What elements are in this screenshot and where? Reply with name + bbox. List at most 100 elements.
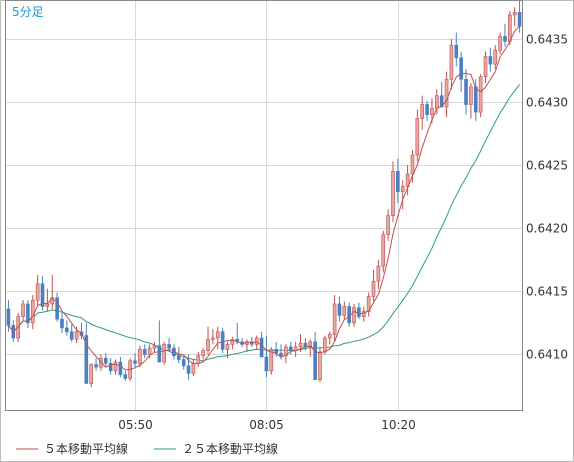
candle-down: [142, 349, 147, 355]
candle-up: [21, 303, 25, 317]
candle-down: [103, 357, 108, 364]
candle-down: [313, 341, 317, 381]
candle-up: [206, 339, 210, 351]
candle-down: [108, 362, 113, 372]
candle-down: [288, 346, 293, 351]
candle-up: [444, 78, 449, 108]
candle-down: [459, 57, 463, 80]
candle-down: [279, 352, 283, 357]
candle-up: [361, 311, 366, 317]
candle-down: [259, 337, 264, 358]
candle-up: [400, 186, 405, 192]
y-axis-labels: 0.6410 0.6415 0.6420 0.6425 0.6430 0.6435: [526, 33, 568, 362]
candle-up: [99, 357, 103, 368]
x-axis-labels: 05:50 08:05 10:20: [118, 418, 416, 432]
candle-up: [512, 12, 517, 16]
candle-up: [298, 342, 303, 348]
candle-up: [469, 86, 473, 105]
candle-up: [483, 56, 488, 78]
candle-up: [449, 44, 454, 80]
candle-up: [415, 118, 420, 156]
grid: [6, 1, 522, 410]
y-tick-label: 0.6425: [526, 159, 568, 173]
candle-up: [30, 299, 35, 324]
candle-up: [225, 344, 230, 350]
candle-down: [347, 306, 351, 324]
candle-up: [196, 355, 201, 364]
y-tick-label: 0.6435: [526, 33, 568, 47]
y-tick-label: 0.6415: [526, 285, 568, 299]
candle-up: [376, 265, 381, 282]
y-tick-label: 0.6410: [526, 348, 568, 362]
candles-group: [6, 1, 522, 388]
candle-down: [69, 331, 74, 340]
plot-border: [5, 0, 523, 411]
candle-up: [498, 36, 502, 51]
candle-up: [352, 307, 356, 324]
candle-down: [84, 335, 89, 384]
candle-up: [269, 349, 274, 372]
candle-up: [254, 337, 259, 345]
candle-up: [381, 234, 386, 267]
candle-up: [230, 339, 235, 345]
candle-down: [337, 303, 342, 316]
candle-down: [123, 374, 128, 379]
candle-up: [147, 347, 152, 355]
x-tick-label: 10:20: [381, 418, 416, 432]
candle-up: [162, 344, 167, 363]
candle-down: [6, 308, 11, 326]
candle-down: [167, 344, 171, 349]
ma5-line: [8, 25, 520, 371]
candle-down: [439, 95, 444, 108]
candle-down: [425, 104, 429, 115]
candle-down: [357, 307, 361, 317]
candle-up: [35, 283, 40, 301]
candle-down: [60, 318, 64, 329]
y-tick-label: 0.6430: [526, 96, 568, 110]
candle-down: [454, 44, 459, 59]
candle-down: [517, 12, 522, 27]
candle-down: [94, 364, 98, 368]
candle-up: [386, 215, 390, 235]
ma25-line-group: [8, 84, 521, 362]
candle-down: [473, 86, 478, 113]
candle-down: [264, 356, 269, 372]
candle-up: [435, 95, 439, 109]
candle-up: [410, 154, 415, 175]
candle-up: [430, 107, 434, 115]
candle-down: [274, 349, 278, 354]
candle-down: [55, 297, 59, 320]
candle-up: [45, 303, 50, 307]
candle-up: [201, 350, 205, 357]
candle-up: [420, 104, 425, 119]
candle-down: [40, 283, 45, 307]
x-tick-label: 08:05: [249, 418, 284, 432]
candle-up: [493, 49, 498, 65]
candle-down: [26, 303, 30, 324]
candle-down: [133, 360, 137, 364]
candle-down: [220, 331, 225, 350]
candle-up: [508, 14, 512, 42]
candle-up: [113, 361, 118, 372]
legend: ５本移動平均線 ２５本移動平均線: [16, 441, 278, 456]
candle-up: [478, 76, 483, 113]
candle-up: [332, 303, 337, 335]
candle-up: [323, 337, 327, 353]
candle-up: [191, 362, 196, 374]
candle-up: [50, 297, 55, 305]
candle-up: [74, 331, 79, 340]
ma25-line: [8, 84, 521, 362]
candle-up: [327, 333, 332, 339]
candle-down: [186, 365, 191, 374]
y-tick-label: 0.6420: [526, 222, 568, 236]
candle-down: [503, 36, 507, 42]
ma5-line-group: [8, 25, 520, 371]
candle-down: [488, 56, 493, 65]
legend-ma5-label: ５本移動平均線: [44, 441, 128, 456]
candle-down: [157, 345, 162, 363]
candle-up: [215, 331, 220, 339]
candle-down: [65, 327, 69, 333]
